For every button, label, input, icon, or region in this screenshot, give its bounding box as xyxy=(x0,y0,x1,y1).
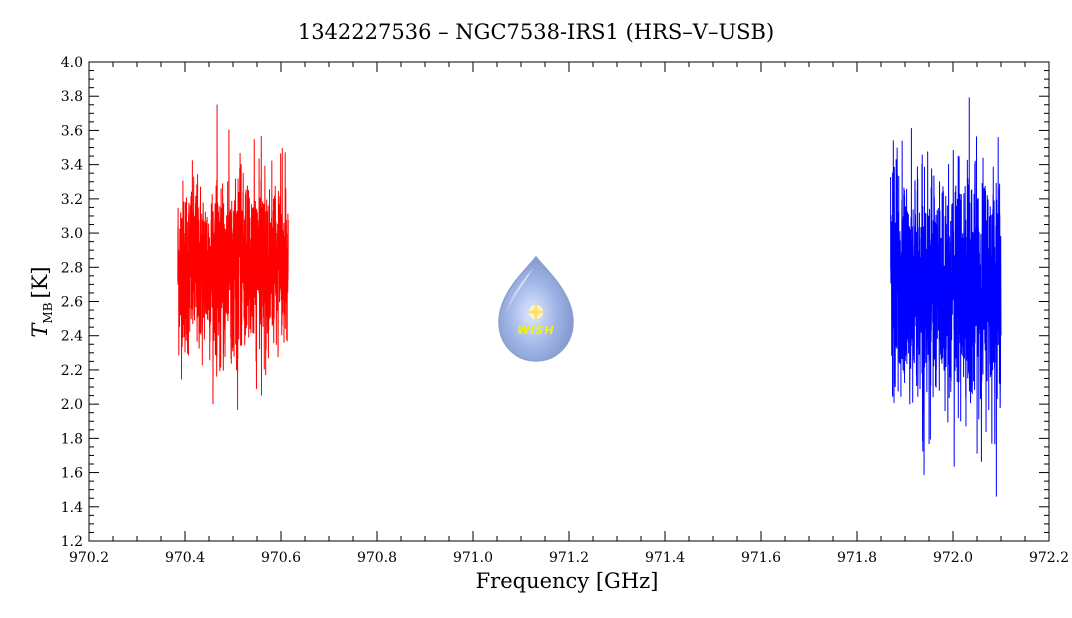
y-tick-label: 2.8 xyxy=(61,260,83,276)
x-axis-label: Frequency [GHz] xyxy=(476,569,659,593)
x-tick-label: 972.2 xyxy=(1029,550,1069,566)
x-tick-label: 971.2 xyxy=(549,550,589,566)
spectrum-series-2 xyxy=(890,97,1002,497)
x-tick-label: 972.0 xyxy=(933,550,973,566)
chart-title: 1342227536 – NGC7538-IRS1 (HRS–V–USB) xyxy=(298,20,774,44)
x-tick-label: 970.6 xyxy=(261,550,301,566)
y-tick-label: 3.8 xyxy=(61,89,83,105)
x-axis-title: Frequency [GHz] xyxy=(476,569,659,593)
x-tick-label: 970.8 xyxy=(357,550,397,566)
y-axis-subscript: MB xyxy=(41,302,55,323)
y-tick-label: 3.4 xyxy=(61,158,83,174)
y-tick-label: 1.2 xyxy=(61,534,83,550)
y-tick-label: 1.6 xyxy=(61,466,83,482)
y-tick-label: 1.4 xyxy=(61,500,83,516)
wish-logo: WISH xyxy=(498,255,574,362)
y-tick-label: 4.0 xyxy=(61,55,83,71)
spectrum-series-1 xyxy=(177,104,289,410)
y-axis-ticks: 1.2 1.4 1.6 1.8 2.0 2.2 2.4 2.6 2.8 3.0 3.2 3.4 3.6 3… xyxy=(61,55,1049,550)
logo-text: WISH xyxy=(517,324,554,337)
y-axis-title: TMB [K] xyxy=(28,266,55,337)
x-tick-label: 971.4 xyxy=(645,550,685,566)
y-axis-label: TMB [K] xyxy=(28,266,55,337)
x-tick-label: 970.2 xyxy=(69,550,109,566)
star-icon xyxy=(526,302,546,322)
y-tick-label: 3.6 xyxy=(61,123,83,139)
y-tick-label: 1.8 xyxy=(61,431,83,447)
plot-area: 970.2 970.4 970.6 970.8 971.0 971.2 971.4 971.6… xyxy=(61,55,1069,566)
x-axis-ticks: 970.2 970.4 970.6 970.8 971.0 971.2 971.4 971.6… xyxy=(69,62,1069,566)
x-tick-label: 971.0 xyxy=(453,550,493,566)
y-tick-label: 3.0 xyxy=(61,226,83,242)
y-tick-label: 2.4 xyxy=(61,329,83,345)
x-tick-label: 971.8 xyxy=(837,550,877,566)
y-tick-label: 2.0 xyxy=(61,397,83,413)
x-tick-label: 970.4 xyxy=(165,550,205,566)
y-tick-label: 2.6 xyxy=(61,295,83,311)
y-axis-symbol: T xyxy=(28,322,52,338)
y-tick-label: 3.2 xyxy=(61,192,83,208)
y-tick-label: 2.2 xyxy=(61,363,83,379)
y-axis-unit: [K] xyxy=(28,266,52,298)
series-group xyxy=(177,97,1002,497)
x-tick-label: 971.6 xyxy=(741,550,781,566)
